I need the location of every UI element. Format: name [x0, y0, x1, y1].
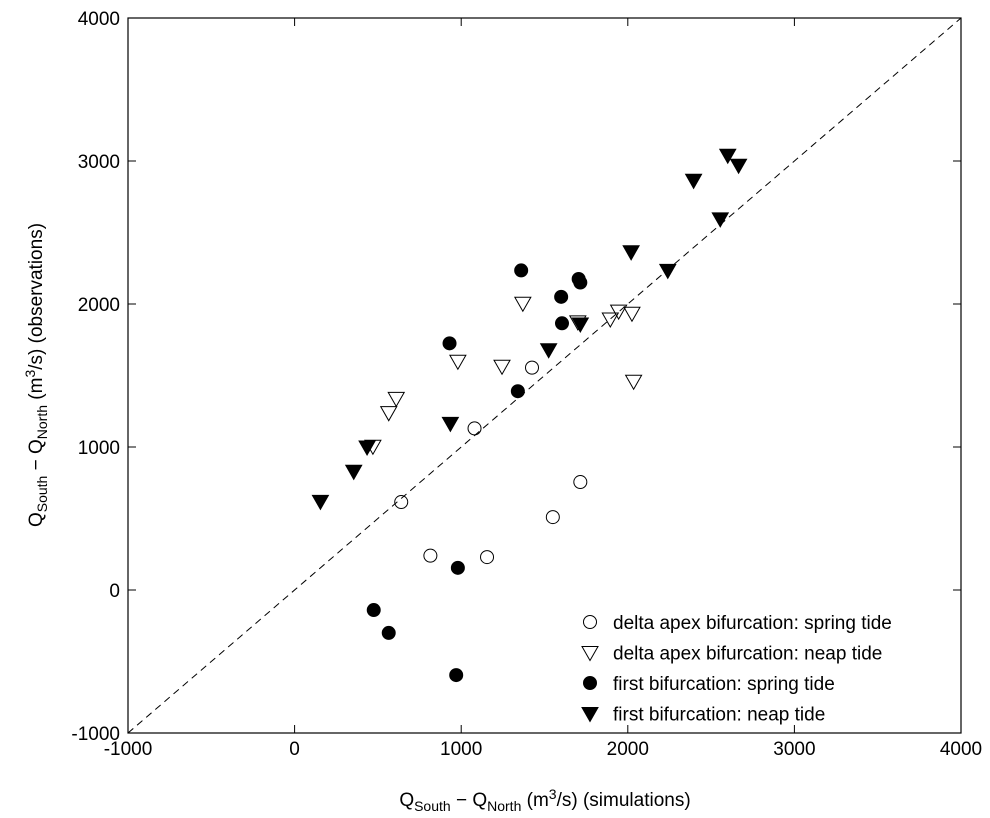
marker [573, 275, 588, 290]
marker [525, 360, 540, 375]
marker [441, 416, 460, 433]
marker [573, 475, 588, 490]
axis-label-part: 3 [22, 370, 38, 378]
marker [450, 560, 465, 575]
axis-label-part: South [414, 798, 451, 814]
legend-label: delta apex bifurcation: neap tide [613, 644, 882, 665]
y-axis-label: QSouth − QNorth (m3/s) (observations) [22, 223, 50, 527]
y-tick-label: -1000 [71, 724, 120, 745]
x-tick-label: 3000 [773, 739, 815, 760]
marker [539, 343, 558, 359]
legend-label: delta apex bifurcation: spring tide [613, 613, 892, 634]
marker [493, 359, 511, 376]
legend-marker [583, 615, 597, 629]
x-tick-label: 0 [289, 739, 300, 760]
marker [311, 494, 330, 511]
x-tick-label: 1000 [440, 739, 482, 760]
axis-label-part: /s) (simulations) [557, 790, 691, 811]
one-to-one-line [127, 17, 962, 734]
axis-label-part: − Q [451, 790, 487, 811]
axis-label-part: (m [26, 378, 47, 405]
y-tick-label: 0 [109, 581, 120, 602]
marker [729, 158, 748, 175]
marker [449, 668, 464, 683]
axis-label-part: (m [521, 790, 548, 811]
marker [442, 336, 457, 351]
legend-marker [581, 707, 599, 723]
marker [624, 374, 643, 391]
marker [609, 304, 628, 321]
x-axis-label: QSouth − QNorth (m3/s) (simulations) [399, 786, 690, 814]
plot-frame [127, 17, 962, 734]
marker [449, 354, 467, 371]
marker [601, 312, 620, 329]
marker [623, 306, 641, 323]
marker [514, 263, 529, 278]
y-tick-label: 4000 [78, 9, 120, 30]
axis-label-part: North [34, 405, 50, 439]
axis-label-part: South [34, 476, 50, 513]
x-tick-label: 4000 [940, 739, 982, 760]
marker [571, 317, 590, 334]
marker [358, 440, 376, 457]
marker [366, 603, 381, 618]
marker [718, 148, 737, 165]
axis-label-part: Q [26, 512, 47, 527]
axis-label-part: Q [399, 790, 414, 811]
x-tick-label: -1000 [104, 739, 153, 760]
marker [711, 212, 730, 228]
marker [344, 464, 363, 481]
x-tick-label: 2000 [607, 739, 649, 760]
marker [510, 384, 525, 399]
axis-label-part: North [487, 798, 521, 814]
legend-marker [581, 646, 599, 662]
axis-label-part: /s) (observations) [26, 223, 47, 370]
axis-label-part: − Q [26, 439, 47, 475]
marker [684, 173, 703, 190]
legend-label: first bifurcation: neap tide [613, 705, 825, 726]
marker [387, 391, 406, 408]
marker [554, 289, 569, 304]
marker [622, 245, 640, 261]
marker [467, 421, 482, 436]
y-tick-label: 3000 [78, 152, 120, 173]
marker [379, 406, 398, 422]
y-tick-label: 2000 [78, 295, 120, 316]
axis-label-part: 3 [549, 786, 557, 802]
marker [658, 263, 677, 280]
marker [394, 495, 409, 510]
marker [513, 296, 532, 313]
y-tick-label: 1000 [78, 438, 120, 459]
legend-marker [583, 676, 597, 690]
marker [554, 316, 569, 331]
marker [423, 548, 438, 563]
marker [545, 510, 560, 525]
marker [381, 625, 396, 640]
legend-label: first bifurcation: spring tide [613, 674, 835, 695]
marker [480, 550, 495, 565]
